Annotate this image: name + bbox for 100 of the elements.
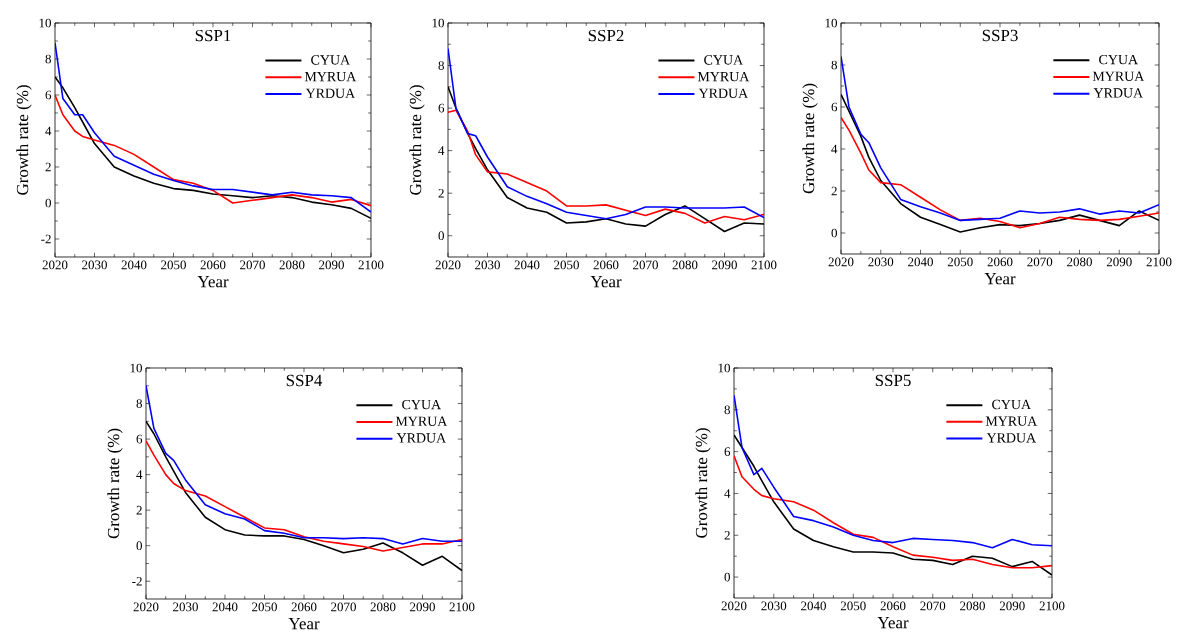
y-tick-label: 2 — [831, 186, 837, 196]
x-tick-label: 2020 — [435, 260, 461, 270]
x-tick-label: 2040 — [801, 601, 826, 611]
legend-label: CYUA — [311, 55, 351, 65]
x-tick-label: 2050 — [161, 260, 186, 270]
x-axis-title: Year — [984, 273, 1016, 285]
x-tick-label: 2030 — [475, 260, 500, 270]
y-tick-label: 6 — [136, 434, 143, 444]
legend-label: CYUA — [704, 55, 744, 65]
y-tick-label: 10 — [39, 18, 51, 28]
x-axis-title: Year — [288, 618, 320, 630]
x-tick-label: 2090 — [712, 260, 737, 270]
x-tick-label: 2020 — [42, 260, 68, 270]
x-tick-label: 2100 — [1146, 257, 1172, 267]
y-tick-label: 6 — [724, 447, 731, 456]
y-tick-label: 6 — [438, 103, 445, 113]
x-tick-label: 2050 — [554, 260, 579, 270]
x-tick-label: 2060 — [987, 257, 1013, 267]
x-axis-title: Year — [877, 617, 909, 629]
y-tick-label: 4 — [831, 144, 838, 154]
y-tick-label: 4 — [724, 489, 731, 498]
x-tick-label: 2080 — [279, 260, 305, 270]
y-tick-label: 0 — [724, 572, 730, 582]
legend-label: CYUA — [992, 399, 1031, 410]
y-tick-label: 2 — [45, 162, 51, 172]
x-tick-label: 2090 — [999, 601, 1025, 611]
legend-label: MYRUA — [1092, 71, 1145, 81]
x-tick-label: 2030 — [761, 601, 787, 611]
y-axis-title: Growth rate (%) — [802, 83, 818, 194]
x-tick-label: 2050 — [947, 257, 973, 267]
x-tick-label: 2020 — [133, 602, 159, 612]
y-tick-label: 8 — [136, 399, 142, 408]
chart-title: SSP5 — [875, 374, 911, 387]
y-tick-label: 8 — [831, 60, 837, 70]
y-tick-label: 10 — [825, 18, 837, 28]
legend-label: YRDUA — [305, 88, 356, 98]
legend-label: MYRUA — [395, 416, 448, 426]
x-tick-label: 2100 — [751, 260, 777, 270]
y-tick-label: 2 — [136, 505, 142, 515]
x-tick-label: 2070 — [1027, 257, 1053, 267]
y-tick-label: 0 — [136, 541, 142, 551]
line-series — [734, 394, 1053, 549]
y-tick-label: 10 — [432, 18, 444, 28]
x-tick-label: 2060 — [880, 601, 906, 611]
y-tick-label: 8 — [45, 54, 51, 64]
x-tick-label: 2030 — [82, 260, 107, 270]
x-tick-label: 2040 — [908, 257, 933, 267]
y-axis-title: Growth rate (%) — [409, 85, 425, 195]
y-axis-title: Growth rate (%) — [16, 85, 32, 195]
y-tick-label: 8 — [438, 61, 444, 70]
y-tick-label: 2 — [724, 530, 730, 540]
line-series — [734, 455, 1053, 569]
legend-label: CYUA — [402, 399, 442, 410]
y-tick-label: 2 — [438, 188, 444, 198]
x-axis-title: Year — [590, 276, 622, 288]
y-tick-label: 10 — [718, 363, 730, 373]
y-tick-label: 0 — [438, 231, 444, 241]
x-tick-label: 2070 — [331, 602, 356, 612]
x-tick-label: 2080 — [1067, 257, 1092, 267]
chart-title: SSP2 — [588, 29, 624, 42]
x-tick-label: 2070 — [240, 260, 265, 270]
x-tick-label: 2090 — [1106, 257, 1132, 267]
y-tick-label: 6 — [831, 102, 838, 112]
legend-label: CYUA — [1099, 54, 1138, 65]
legend-label: YRDUA — [986, 433, 1037, 443]
x-tick-label: 2070 — [633, 260, 658, 270]
chart-title: SSP4 — [286, 374, 323, 387]
legend-label: MYRUA — [697, 71, 750, 82]
y-tick-label: 4 — [45, 126, 52, 136]
x-tick-label: 2100 — [449, 602, 475, 612]
y-tick-label: 4 — [136, 470, 143, 479]
x-tick-label: 2020 — [721, 601, 747, 611]
y-tick-label: 10 — [130, 363, 142, 373]
x-tick-label: 2090 — [319, 260, 344, 270]
legend-label: YRDUA — [396, 433, 447, 443]
y-tick-label: 0 — [831, 228, 837, 238]
y-tick-label: 0 — [45, 198, 51, 208]
legend-label: YRDUA — [1093, 88, 1144, 98]
x-tick-label: 2060 — [291, 602, 317, 612]
line-series — [448, 109, 764, 224]
y-tick-label: -2 — [41, 234, 51, 244]
x-tick-label: 2060 — [200, 260, 226, 270]
x-tick-label: 2020 — [828, 257, 854, 267]
x-tick-label: 2050 — [252, 602, 277, 612]
legend-label: MYRUA — [985, 416, 1038, 426]
x-tick-label: 2080 — [960, 601, 985, 611]
x-tick-label: 2040 — [212, 602, 238, 612]
line-series — [841, 116, 1160, 229]
x-tick-label: 2090 — [410, 602, 435, 612]
line-series — [841, 55, 1160, 222]
x-tick-label: 2030 — [173, 602, 198, 612]
x-tick-label: 2080 — [672, 260, 698, 270]
x-axis-title: Year — [197, 276, 229, 288]
x-tick-label: 2050 — [840, 601, 866, 611]
legend-label: MYRUA — [304, 71, 357, 82]
x-tick-label: 2040 — [121, 260, 147, 270]
x-tick-label: 2040 — [514, 260, 540, 270]
chart-title: SSP1 — [195, 29, 231, 42]
y-axis-title: Growth rate (%) — [695, 428, 711, 538]
y-tick-label: 8 — [724, 405, 730, 415]
